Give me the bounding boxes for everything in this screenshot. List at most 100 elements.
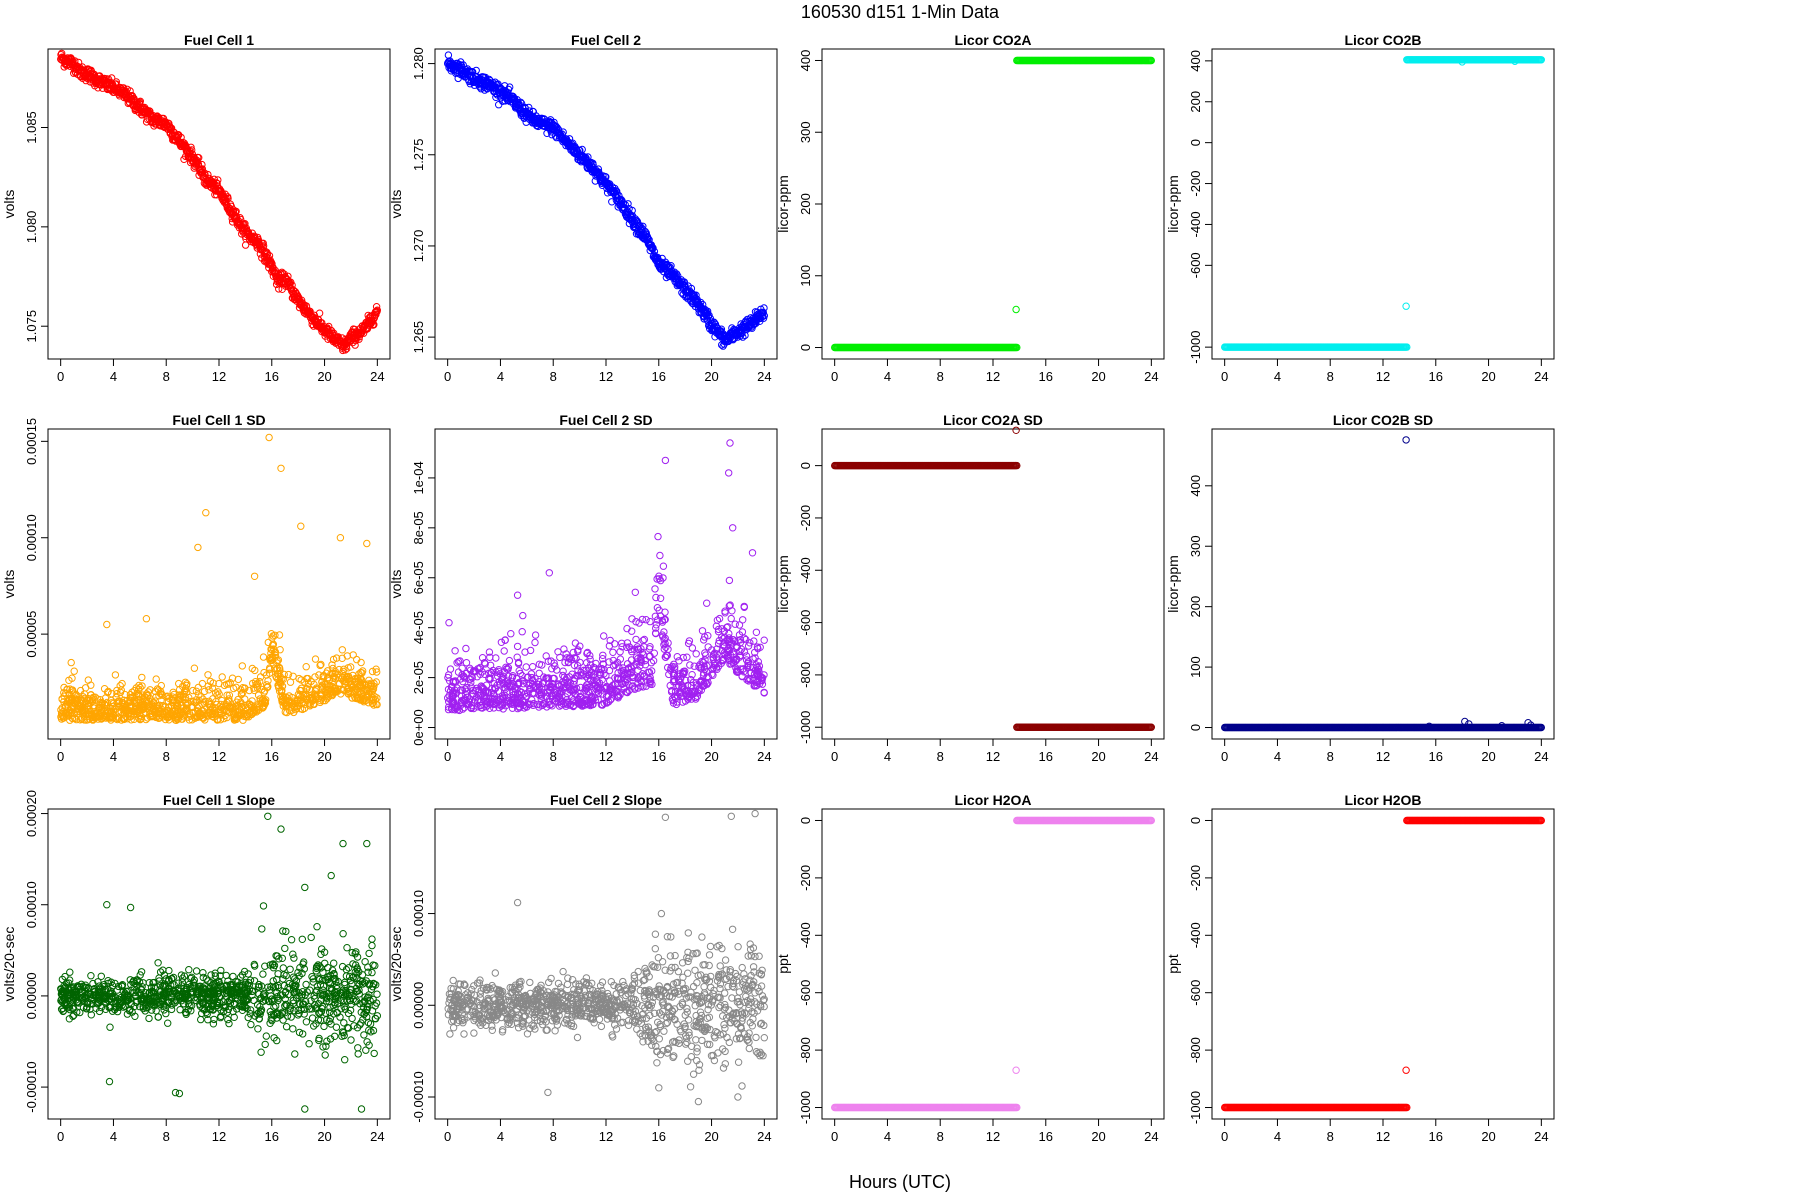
x-tick-label: 16	[652, 369, 666, 384]
x-tick-label: 24	[1534, 369, 1548, 384]
fuel-cell-2-sd-point	[542, 652, 550, 660]
y-tick-label: 1.080	[24, 211, 39, 244]
x-tick-label: 16	[265, 749, 279, 764]
y-tick-label: 1.280	[411, 47, 426, 80]
x-tick-label: 4	[497, 749, 504, 764]
y-tick-label: 300	[798, 121, 813, 143]
fuel-cell-1-sd-point	[111, 671, 120, 679]
x-tick-label: 8	[550, 749, 557, 764]
y-tick-label: -800	[798, 662, 813, 688]
fuel-cell-2-sd-point	[725, 576, 734, 585]
fuel-cell-1-sd-point	[259, 653, 268, 661]
fuel-cell-2-point	[501, 82, 509, 90]
fuel-cell-2-sd-point	[725, 469, 733, 477]
fuel-cell-1-point	[241, 220, 249, 228]
x-tick-label: 12	[986, 369, 1000, 384]
x-tick-label: 16	[265, 369, 279, 384]
fuel-cell-2-sd-point	[692, 650, 700, 658]
y-tick-label: 8e-05	[411, 511, 426, 544]
fuel-cell-1-sd-point	[238, 662, 247, 670]
fuel-cell-2-sd-point	[686, 661, 694, 669]
y-tick-label: 0e+00	[411, 709, 426, 746]
figure-title: 160530 d151 1-Min Data	[800, 2, 1000, 22]
fuel-cell-1-sd-point	[103, 620, 111, 629]
fuel-cell-2-sd-point	[462, 644, 470, 653]
x-tick-label: 12	[599, 369, 613, 384]
fuel-cell-2-sd-point	[656, 551, 664, 560]
fuel-cell-2-sd-point	[659, 562, 668, 570]
fuel-cell-1-sd-point	[363, 539, 371, 548]
fuel-cell-2-sd-point	[631, 588, 639, 596]
fuel-cell-2-sd-point	[571, 639, 580, 647]
y-tick-label: -400	[798, 557, 813, 583]
fuel-cell-1-sd-point	[202, 509, 210, 517]
fuel-cell-1-sd-point	[234, 675, 243, 684]
fuel-cell-2-sd-point	[642, 616, 650, 624]
fuel-cell-1-sd-point	[286, 678, 295, 686]
y-tick-label: 1e-04	[411, 461, 426, 494]
y-tick-label: 1.085	[24, 111, 39, 144]
fuel-cell-1-sd-point	[204, 671, 212, 679]
fuel-cell-2-sd-point	[673, 653, 681, 661]
chart-title: Licor CO2A	[954, 32, 1031, 48]
fuel-cell-2-sd-point	[519, 611, 527, 620]
y-axis-label: volts	[388, 190, 404, 219]
data-points	[1221, 56, 1546, 351]
chart-title: Fuel Cell 2	[571, 32, 641, 48]
fuel-cell-1-sd-point	[250, 572, 259, 580]
fuel-cell-1-point	[318, 319, 326, 327]
chart-title: Fuel Cell 1 SD	[172, 412, 265, 428]
fuel-cell-1-sd-point	[194, 543, 202, 552]
y-tick-label: 400	[798, 50, 813, 72]
fuel-cell-2-sd-point	[735, 621, 744, 629]
y-axis-label: volts	[1, 190, 17, 219]
x-tick-label: 16	[1039, 369, 1053, 384]
fuel-cell-1-point	[315, 309, 324, 317]
fuel-cell-2-sd-point	[726, 439, 734, 447]
fuel-cell-1-point	[214, 176, 222, 184]
plot-frame	[821, 48, 1165, 360]
fuel-cell-2-sd-point	[752, 628, 761, 636]
fuel-cell-2-sd-point	[688, 644, 697, 652]
fuel-cell-1-sd-point	[70, 667, 78, 675]
x-tick-label: 12	[599, 749, 613, 764]
fuel-cell-1-point	[259, 243, 267, 251]
x-tick-label: 24	[757, 369, 771, 384]
fuel-cell-2-point	[581, 153, 590, 162]
x-tick-label: 0	[57, 369, 64, 384]
chart-title: Licor CO2B	[1344, 32, 1421, 48]
fuel-cell-2-sd-point	[609, 648, 617, 656]
fuel-cell-1-sd-point	[265, 433, 273, 442]
chart-title: Fuel Cell 2 SD	[559, 412, 652, 428]
fuel-cell-2-sd-point	[500, 647, 508, 655]
x-tick-label: 24	[370, 369, 384, 384]
plot-frame	[1211, 48, 1555, 360]
chart-title: Fuel Cell 1	[184, 32, 254, 48]
fuel-cell-2-sd-point	[750, 637, 758, 645]
fuel-cell-1-sd-point	[302, 663, 310, 671]
fuel-cell-2-sd-point	[521, 648, 529, 656]
x-tick-label: 0	[831, 749, 838, 764]
fuel-cell-2-sd-point	[632, 635, 640, 644]
fuel-cell-1-sd-point	[218, 673, 226, 681]
x-tick-label: 4	[110, 369, 117, 384]
x-tick-label: 8	[1327, 369, 1334, 384]
plot-frame	[434, 48, 778, 360]
x-tick-label: 24	[1144, 369, 1158, 384]
fuel-cell-2-sd-point	[646, 617, 654, 626]
y-tick-label: 6e-05	[411, 561, 426, 594]
fuel-cell-2-sd-point	[675, 657, 683, 665]
y-tick-label: 1.265	[411, 321, 426, 354]
fuel-cell-2-sd-point	[522, 663, 530, 671]
fuel-cell-2-sd-point	[760, 636, 768, 644]
y-tick-label: 0.00015	[24, 418, 39, 465]
fuel-cell-2-sd-point	[451, 647, 459, 655]
fuel-cell-2-sd-point	[652, 593, 660, 602]
fuel-cell-2-sd-point	[518, 628, 526, 636]
y-tick-label: -200	[1188, 171, 1203, 197]
fuel-cell-1-sd-point	[138, 673, 146, 682]
